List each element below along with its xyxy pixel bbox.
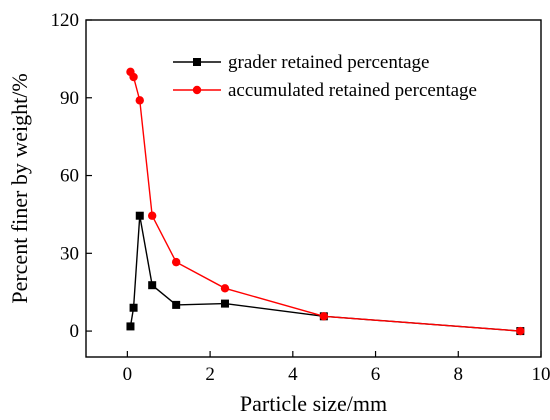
series-2-point: [319, 312, 329, 321]
x-tick-label-8: 8: [454, 364, 464, 385]
series-1-point: [135, 211, 144, 220]
legend-item-1: grader retained percentage: [173, 52, 429, 73]
series-2: [126, 67, 525, 336]
series-1-point: [126, 322, 135, 331]
legend-marker: [193, 58, 201, 66]
series-1-point: [129, 303, 138, 312]
x-tick-label-4: 4: [288, 364, 298, 385]
legend: grader retained percentage accumulated re…: [173, 52, 477, 101]
y-tick-label-0: 0: [70, 321, 80, 342]
x-axis-title: Particle size/mm: [240, 391, 387, 416]
axis-ticks: 0 2 4 6 8 10 0 30 60 90 120: [51, 10, 550, 385]
series-1-point: [148, 281, 157, 290]
series-2-point: [135, 96, 144, 105]
legend-item-2: accumulated retained percentage: [173, 80, 477, 101]
y-tick-label-120: 120: [51, 10, 80, 31]
series-2-line: [129, 71, 521, 332]
legend-marker: [192, 85, 202, 95]
series-1-point: [220, 299, 229, 308]
legend-label: accumulated retained percentage: [228, 80, 477, 101]
y-axis-title: Percent finer by weight/%: [7, 73, 32, 303]
x-tick-label-0: 0: [123, 364, 133, 385]
series-2-point: [129, 72, 138, 82]
series-2-point: [171, 257, 181, 267]
plot-frame: [85, 19, 542, 358]
series-layer: [126, 67, 525, 336]
series-1-line: [129, 215, 521, 332]
legend-label: grader retained percentage: [228, 52, 429, 73]
y-tick-label-60: 60: [60, 166, 79, 187]
series-2-point: [220, 284, 230, 293]
x-tick-label-6: 6: [371, 364, 381, 385]
series-2-point: [516, 326, 525, 336]
x-tick-label-10: 10: [532, 364, 550, 385]
x-tick-label-2: 2: [205, 364, 215, 385]
y-tick-label-30: 30: [60, 243, 79, 264]
series-1-point: [172, 300, 181, 309]
series-2-point: [147, 211, 157, 220]
y-tick-label-90: 90: [60, 88, 79, 109]
